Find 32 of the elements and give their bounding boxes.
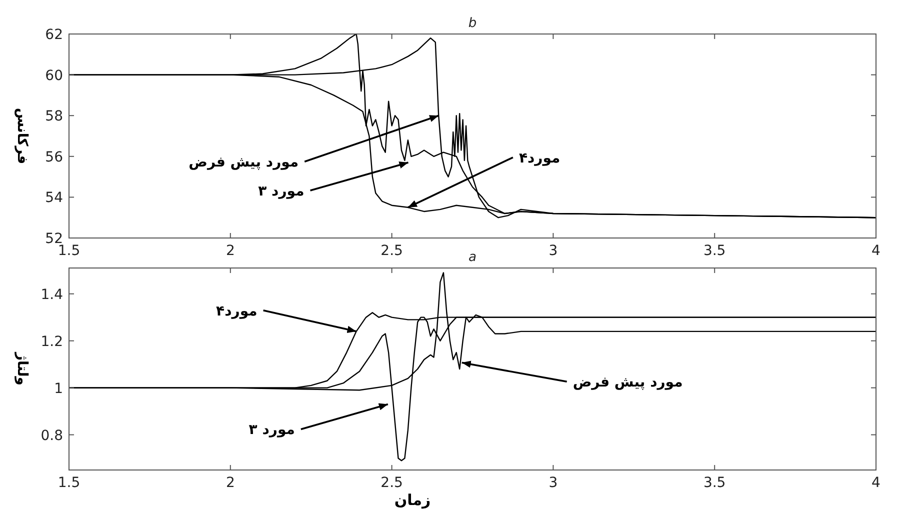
y-tick-label: 60: [45, 68, 63, 84]
x-tick-label: 3: [548, 243, 558, 259]
x-tick-label: 4: [872, 243, 881, 259]
y-axis-title: فرکانس: [14, 108, 30, 164]
x-axis-title: زمان: [394, 491, 431, 509]
annotation: مورد۴: [518, 150, 560, 166]
x-tick-label: 2.5: [380, 475, 403, 491]
y-tick-label: 1.2: [40, 334, 63, 350]
y-tick-label: 54: [45, 190, 64, 206]
annotation: مورد پیش فرض: [572, 374, 683, 391]
y-tick-label: 56: [45, 149, 64, 166]
chart-title: a: [468, 250, 477, 265]
x-tick-label: 1.5: [58, 475, 80, 491]
x-tick-label: 4: [872, 475, 881, 491]
y-tick-label: 1.4: [40, 286, 64, 303]
chart-title: b: [468, 16, 477, 31]
x-tick-label: 1.5: [58, 243, 80, 259]
y-tick-label: 62: [45, 27, 63, 43]
annotation: مورد۴: [216, 303, 258, 320]
y-tick-label: 58: [45, 108, 63, 125]
x-tick-label: 2: [226, 475, 235, 491]
x-tick-label: 3: [548, 475, 558, 491]
x-tick-label: 2.5: [380, 243, 403, 259]
x-tick-label: 2: [226, 243, 235, 259]
x-tick-label: 3.5: [703, 475, 726, 491]
annotation: مورد پیش فرض: [188, 154, 299, 171]
x-tick-label: 3.5: [703, 243, 726, 259]
annotation: مورد ۳: [258, 184, 304, 200]
y-axis-title: ولتاژ: [14, 352, 30, 386]
annotation: مورد ۳: [248, 422, 295, 438]
y-tick-label: 0.8: [40, 428, 63, 444]
y-tick-label: 1: [54, 380, 63, 397]
